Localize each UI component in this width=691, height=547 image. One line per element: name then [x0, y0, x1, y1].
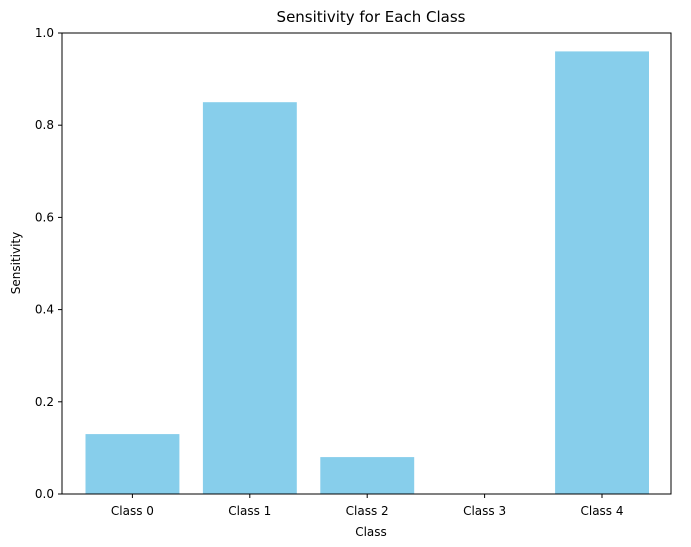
x-tick-label: Class 1: [228, 504, 271, 518]
x-tick-label: Class 3: [463, 504, 506, 518]
plot-frame: [61, 32, 672, 495]
x-axis-ticks: Class 0 Class 1 Class 2 Class 3 Class 4: [111, 494, 624, 518]
x-tick-label: Class 2: [346, 504, 389, 518]
x-tick-label: Class 4: [580, 504, 623, 518]
y-tick-label: 0.6: [35, 210, 54, 224]
y-tick-label: 0.2: [35, 395, 54, 409]
y-tick-label: 0.4: [35, 303, 54, 317]
bar-class-4: [555, 51, 649, 495]
y-tick-label: 1.0: [35, 26, 54, 40]
bar-class-1: [202, 102, 297, 494]
bar-class-2: [320, 457, 415, 494]
y-axis-ticks: 0.0 0.2 0.4 0.6 0.8 1.0: [35, 26, 62, 501]
chart-title: Sensitivity for Each Class: [277, 8, 466, 26]
y-axis-label: Sensitivity: [9, 232, 23, 294]
y-tick-label: 0.0: [35, 487, 54, 501]
bars-group: [85, 51, 649, 495]
x-axis-label: Class: [355, 525, 387, 539]
y-tick-label: 0.8: [35, 118, 54, 132]
bar-class-0: [85, 434, 180, 494]
x-tick-label: Class 0: [111, 504, 154, 518]
